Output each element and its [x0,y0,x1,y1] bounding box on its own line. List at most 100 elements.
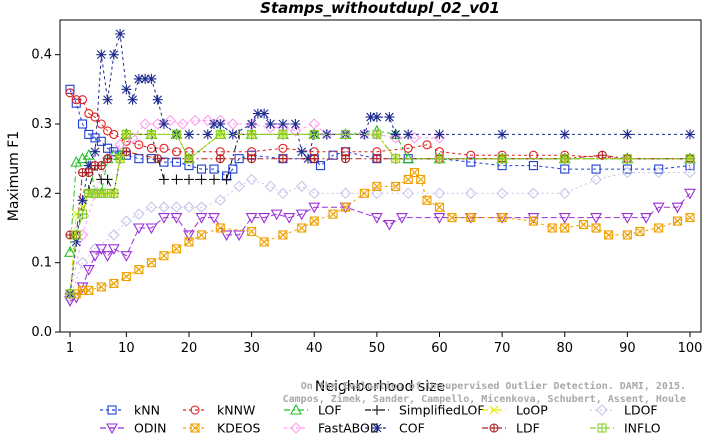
data-point [146,73,157,84]
data-point [528,216,538,226]
data-point [228,164,238,174]
data-point [215,223,225,233]
data-point [289,125,302,137]
data-point [90,112,100,122]
data-point [132,223,145,235]
data-point [654,164,664,174]
data-point [108,229,120,241]
data-point [196,174,207,185]
data-point [65,88,75,98]
legend-label: LOF [318,403,342,418]
data-point [371,128,383,141]
x-tick-label: 20 [181,341,198,356]
data-point [560,154,570,164]
x-tick-label: 50 [369,341,386,356]
data-point [527,187,540,200]
legend-item-knn: kNN [100,403,160,418]
x-tick-label: 80 [556,341,573,356]
data-point [158,201,170,213]
data-point [83,160,94,171]
data-point [685,154,695,164]
data-point [214,194,227,207]
data-point [171,147,182,157]
data-point [96,119,106,129]
data-point [89,251,101,262]
data-point [558,187,571,200]
data-point [370,213,383,224]
legend-item-odin: ODIN [100,421,167,434]
data-point [209,174,220,185]
data-point [434,154,445,164]
data-point [365,112,376,123]
data-point [107,244,120,255]
data-point [622,230,632,240]
data-point [590,213,602,224]
data-point [685,213,695,223]
data-point [371,112,382,123]
data-point [671,202,684,214]
data-point [146,258,156,268]
legend-item-kdeos: KDEOS [183,421,261,434]
data-point [264,180,277,193]
data-point [591,223,601,233]
data-point [109,129,119,139]
data-point [245,213,258,224]
data-point [246,119,257,129]
legend-label: LDOF [624,403,658,418]
data-point [121,129,131,139]
legend-item-knnw: kNNW [183,403,255,418]
data-point [578,219,589,230]
data-point [183,201,195,213]
data-point [259,108,270,119]
data-point [402,187,414,200]
data-point [372,129,382,139]
data-point [196,230,207,240]
data-point [126,132,139,144]
legend-marker [489,405,499,415]
x-tick-label: 90 [619,341,636,356]
data-point [591,164,601,174]
legend-label: FastABOD [318,421,380,434]
data-point [278,143,288,153]
series-layer [64,28,696,307]
data-point [258,213,271,224]
chart-title: Stamps_withoutdupl_02_v01 [260,0,500,17]
data-point [196,164,207,174]
data-point [183,230,195,242]
data-point [71,95,81,105]
data-point [121,271,131,282]
y-tick-label: 0.1 [31,256,52,271]
data-point [597,150,607,160]
data-point [146,129,156,139]
data-point [295,209,308,221]
data-point [315,161,326,171]
data-point [171,129,182,139]
y-axis: 0.0 0.1 0.2 0.3 0.4 [31,48,60,340]
data-point [309,154,319,164]
data-point [245,173,258,186]
data-point [560,164,570,174]
legend-item-cof: COF [365,421,425,434]
series-kdeos [65,167,695,299]
data-point [215,119,226,129]
data-point [202,114,214,127]
data-point [654,223,664,233]
x-tick-label: 30 [243,341,260,356]
data-point [302,153,313,164]
data-point [84,285,94,295]
data-point [158,213,170,224]
data-point [184,154,194,164]
y-tick-label: 0.2 [31,186,52,201]
data-point [558,213,571,224]
data-point [278,154,288,164]
data-point [341,202,351,212]
data-point [96,161,106,171]
data-point [151,118,164,130]
data-point [89,187,101,200]
data-point [296,146,307,157]
data-point [434,202,445,212]
x-tick-label: 70 [494,341,511,356]
data-point [209,119,220,129]
series-cof [65,28,695,299]
